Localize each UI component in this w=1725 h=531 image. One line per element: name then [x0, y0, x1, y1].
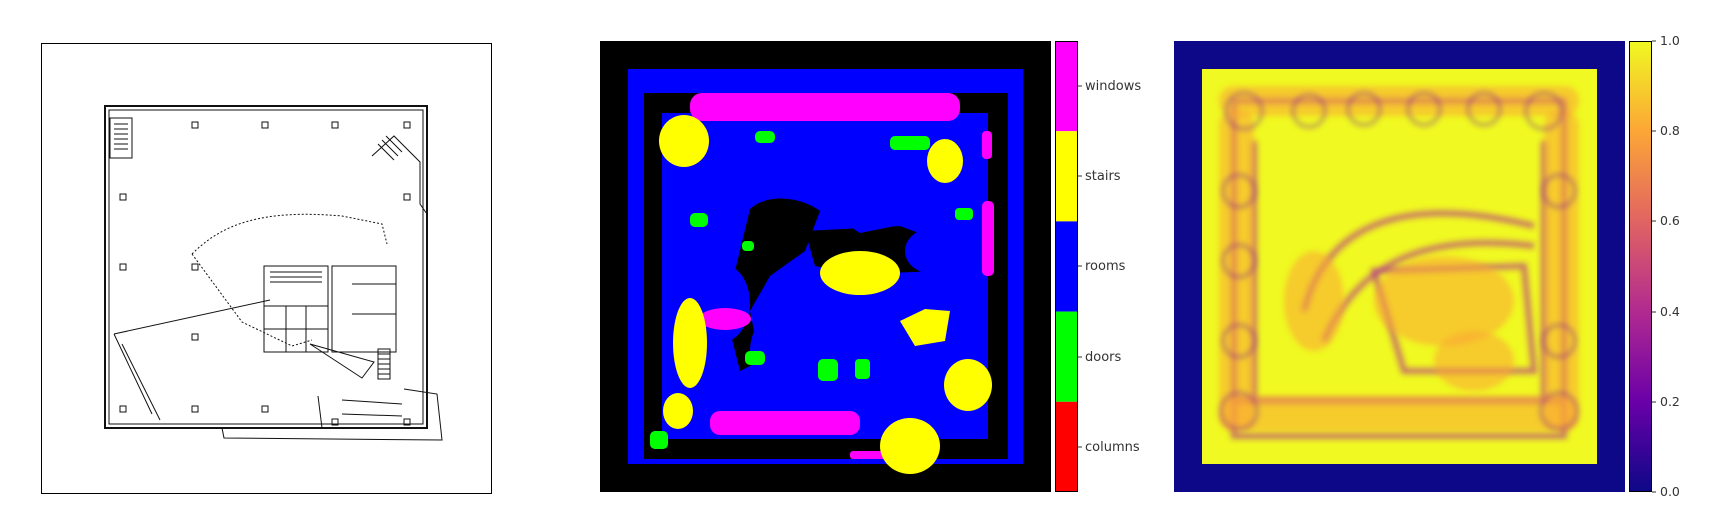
floorplan-drawing [104, 105, 443, 441]
tick-label: 0.2 [1660, 394, 1680, 409]
segmentation-map [600, 41, 1051, 492]
segmentation-canvas [600, 41, 1051, 492]
plasma-gradient [1629, 41, 1652, 492]
tick-label: 1.0 [1660, 36, 1680, 48]
colorbar-stairs-swatch [1055, 131, 1078, 222]
legend-label-columns: columns [1085, 440, 1140, 455]
heatmap-image [1174, 41, 1625, 492]
heatmap-canvas [1174, 41, 1625, 492]
tick-label: 0.8 [1660, 123, 1680, 138]
colorbar-doors-swatch [1055, 311, 1078, 402]
segmentation-colorbar-labels: windows stairs rooms doors columns [1078, 79, 1141, 455]
tick-label: 0.0 [1660, 484, 1680, 498]
legend-label-rooms: rooms [1085, 259, 1126, 274]
tick-label: 0.6 [1660, 213, 1680, 228]
colorbar-rooms-swatch [1055, 221, 1078, 312]
segmentation-colorbar [1055, 41, 1078, 492]
legend-label-doors: doors [1085, 350, 1122, 365]
heatmap-colorbar [1629, 41, 1652, 492]
tick-label: 0.4 [1660, 304, 1680, 319]
legend-label-windows: windows [1085, 79, 1141, 94]
legend-label-stairs: stairs [1085, 169, 1121, 184]
heatmap-colorbar-ticks: 1.0 0.8 0.6 0.4 0.2 0.0 [1652, 36, 1680, 498]
colorbar-windows-swatch [1055, 41, 1078, 132]
floorplan-image [41, 43, 492, 494]
colorbar-columns-swatch [1055, 401, 1078, 492]
